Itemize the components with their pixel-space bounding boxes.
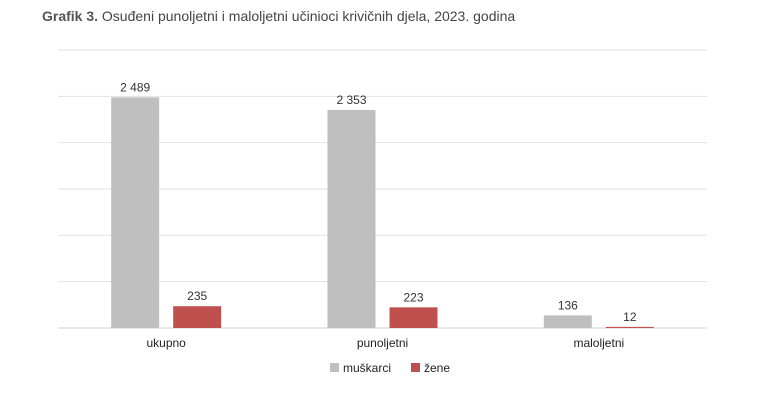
bar-maloljetni-1 — [605, 326, 654, 328]
figure-caption: Osuđeni punoljetni i maloljetni učinioci… — [101, 8, 516, 24]
bar-punoljetni-1 — [389, 307, 438, 328]
figure-label: Grafik 3. — [42, 8, 99, 24]
chart-title: Grafik 3. Osuđeni punoljetni i maloljetn… — [42, 7, 515, 25]
value-label: 2 353 — [336, 93, 366, 107]
bar-ukupno-0 — [111, 97, 160, 329]
legend-swatch — [411, 363, 420, 372]
category-labels: ukupno punoljetni maloljetni — [146, 336, 624, 350]
value-label: 223 — [403, 290, 423, 304]
value-label: 2 489 — [120, 80, 150, 94]
bar-maloljetni-0 — [543, 315, 592, 328]
value-label: 235 — [187, 289, 207, 303]
bars — [111, 97, 654, 329]
bar-punoljetni-0 — [327, 109, 376, 329]
category-label: ukupno — [146, 336, 186, 350]
value-label: 136 — [558, 298, 578, 312]
category-label: maloljetni — [573, 336, 624, 350]
bar-ukupno-1 — [173, 306, 222, 328]
legend-swatch — [330, 363, 339, 372]
category-label: punoljetni — [357, 336, 408, 350]
legend: muškarci žene — [330, 361, 450, 375]
value-labels: 2 489 235 2 353 223 136 12 — [120, 80, 637, 324]
value-label: 12 — [623, 310, 637, 324]
gridlines — [58, 49, 707, 329]
legend-label: žene — [424, 361, 450, 375]
legend-label: muškarci — [343, 361, 391, 375]
